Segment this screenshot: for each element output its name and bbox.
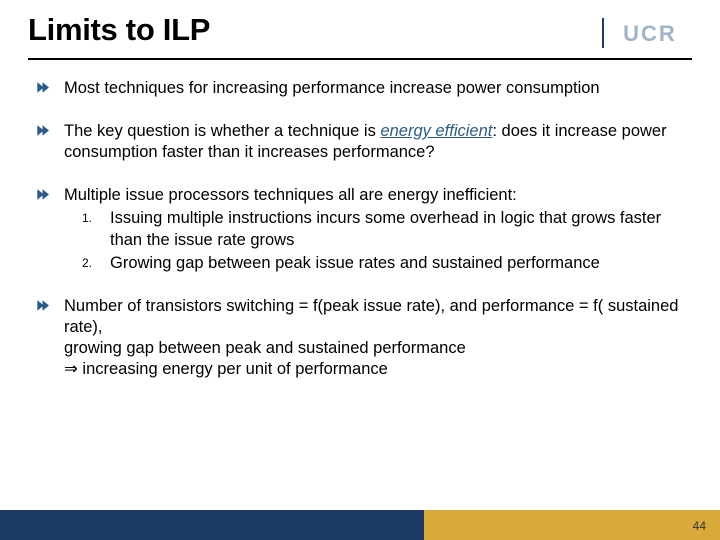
bullet-marker-icon	[36, 296, 64, 380]
sublist-number: 1.	[82, 208, 110, 250]
line: Number of transistors switching = f(peak…	[64, 297, 678, 336]
sublist-number: 2.	[82, 253, 110, 274]
logo-bar	[602, 18, 604, 48]
numbered-sublist: 1. Issuing multiple instructions incurs …	[64, 208, 684, 273]
title-row: Limits to ILP UCR	[0, 0, 720, 54]
sublist-text: Issuing multiple instructions incurs som…	[110, 208, 684, 250]
bullet-item: Most techniques for increasing performan…	[36, 78, 684, 99]
logo-text: UCR	[615, 21, 677, 47]
bullet-text: Most techniques for increasing performan…	[64, 78, 684, 99]
bullet-item: Multiple issue processors techniques all…	[36, 185, 684, 273]
bullet-marker-icon	[36, 78, 64, 99]
slide: Limits to ILP UCR Most techniques for in…	[0, 0, 720, 540]
sublist-item: 1. Issuing multiple instructions incurs …	[82, 208, 684, 250]
sublist-text: Growing gap between peak issue rates and…	[110, 253, 684, 274]
bullet-marker-icon	[36, 185, 64, 273]
ucr-logo: UCR	[600, 14, 692, 54]
footer-gold-bar: 44	[424, 510, 720, 540]
text-pre: The key question is whether a technique …	[64, 122, 380, 140]
slide-title: Limits to ILP	[28, 12, 600, 48]
footer-band: 44	[0, 510, 720, 540]
bullet-marker-icon	[36, 121, 64, 163]
text-emphasis: energy efficient	[380, 122, 492, 140]
page-number: 44	[693, 519, 706, 533]
bullet-item: Number of transistors switching = f(peak…	[36, 296, 684, 380]
bullet-text: Multiple issue processors techniques all…	[64, 185, 684, 273]
sublist-item: 2. Growing gap between peak issue rates …	[82, 253, 684, 274]
bullet-item: The key question is whether a technique …	[36, 121, 684, 163]
bullet-text: The key question is whether a technique …	[64, 121, 684, 163]
line: ⇒ increasing energy per unit of performa…	[64, 360, 388, 378]
bullet-lead: Multiple issue processors techniques all…	[64, 186, 517, 204]
slide-content: Most techniques for increasing performan…	[0, 60, 720, 380]
footer-blue-bar	[0, 510, 424, 540]
bullet-text: Number of transistors switching = f(peak…	[64, 296, 684, 380]
line: growing gap between peak and sustained p…	[64, 339, 466, 357]
